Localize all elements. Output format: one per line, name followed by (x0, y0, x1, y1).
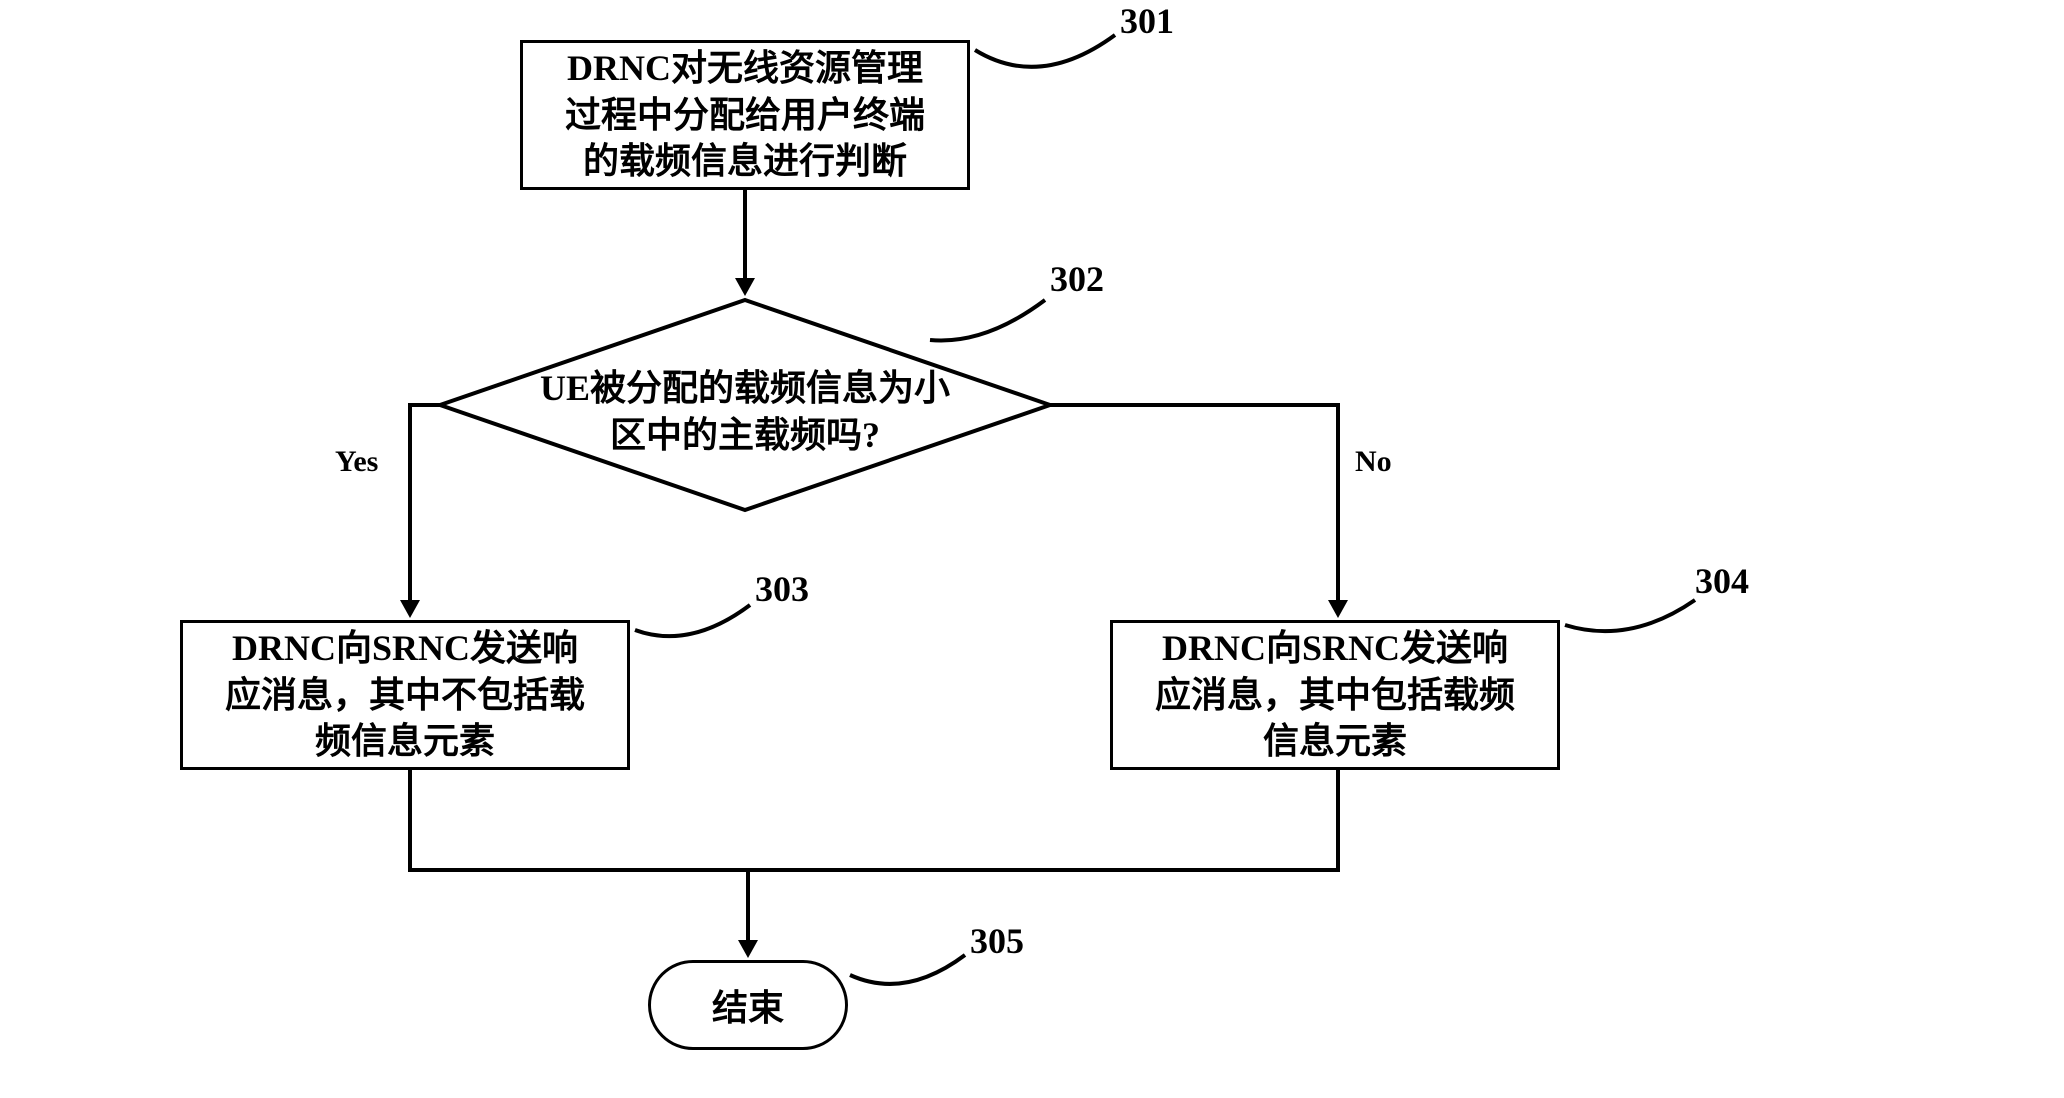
process-text-304: DRNC向SRNC发送响 应消息，其中包括载频 信息元素 (1155, 625, 1515, 765)
process-box-304: DRNC向SRNC发送响 应消息，其中包括载频 信息元素 (1110, 620, 1560, 770)
leader-301 (970, 30, 1130, 80)
decision-text-302: UE被分配的载频信息为小 区中的主载频吗? (500, 365, 990, 459)
line-yes-h (410, 403, 440, 407)
ref-label-302: 302 (1050, 258, 1104, 300)
arrowhead-yes (400, 600, 420, 618)
terminator-text-305: 结束 (712, 979, 784, 1031)
process-box-301: DRNC对无线资源管理 过程中分配给用户终端 的载频信息进行判断 (520, 40, 970, 190)
line-303-down (408, 770, 412, 870)
line-no-v (1336, 403, 1340, 603)
arrowhead-301-302 (735, 278, 755, 296)
arrowhead-no (1328, 600, 1348, 618)
leader-304 (1560, 595, 1710, 645)
yes-label: Yes (335, 445, 378, 479)
process-text-303: DRNC向SRNC发送响 应消息，其中不包括载 频信息元素 (225, 625, 585, 765)
no-label: No (1355, 445, 1392, 479)
leader-303 (630, 600, 770, 650)
leader-305 (845, 950, 985, 1000)
arrowhead-merge (738, 940, 758, 958)
line-merge-h (408, 868, 1340, 872)
line-yes-v (408, 403, 412, 603)
process-box-303: DRNC向SRNC发送响 应消息，其中不包括载 频信息元素 (180, 620, 630, 770)
line-304-down (1336, 770, 1340, 870)
terminator-305: 结束 (648, 960, 848, 1050)
line-no-h (1050, 403, 1340, 407)
leader-302 (925, 295, 1065, 345)
arrow-301-302 (743, 190, 747, 280)
process-text-301: DRNC对无线资源管理 过程中分配给用户终端 的载频信息进行判断 (565, 45, 925, 185)
line-merge-v (746, 868, 750, 943)
